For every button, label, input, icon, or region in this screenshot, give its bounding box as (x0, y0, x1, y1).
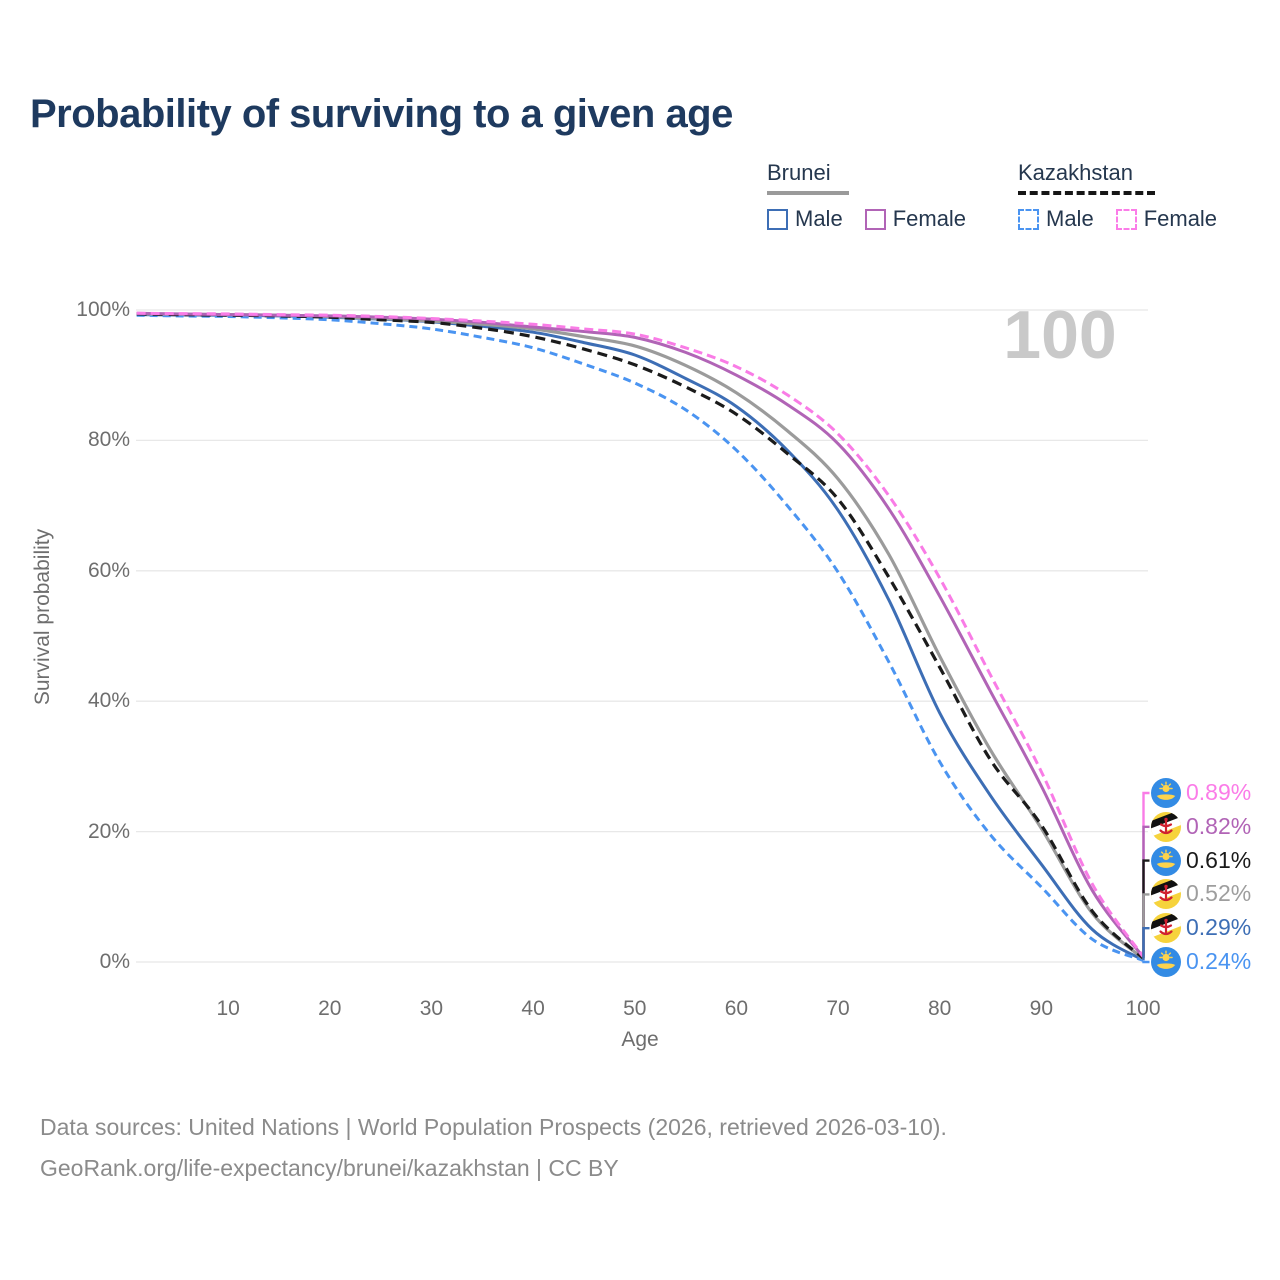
end-value-kz-male[interactable]: 0.24% (1186, 948, 1252, 974)
y-tick-80: 80% (87, 428, 130, 452)
x-axis-title: Age (621, 1028, 659, 1051)
footer-data-sources: Data sources: United Nations | World Pop… (40, 1114, 947, 1140)
legend-swatch-kazakhstan-female (1115, 208, 1137, 230)
end-value-kz-female[interactable]: 0.89% (1186, 779, 1252, 805)
end-label-connector (1142, 791, 1150, 964)
legend-item-brunei-male[interactable]: Male (767, 206, 843, 232)
legend-swatch-brunei-male (767, 208, 788, 230)
legend-underline-brunei-solid (767, 191, 849, 195)
legend-group-brunei: Brunei Male Female (767, 160, 988, 232)
connector-kz-male (1142, 960, 1150, 964)
y-tick-20: 20% (87, 819, 130, 843)
x-tick-100: 100 (1125, 997, 1161, 1020)
end-value-bn-total[interactable]: 0.52% (1186, 880, 1252, 907)
x-tick-80: 80 (928, 997, 952, 1020)
legend-label: Female (892, 206, 967, 231)
legend-item-kazakhstan-female[interactable]: Female (1115, 206, 1218, 232)
line-bn-female[interactable] (136, 311, 1145, 958)
y-tick-100: 100% (76, 298, 130, 321)
gridlines (136, 309, 1148, 963)
line-kz-female[interactable] (136, 311, 1145, 958)
y-tick-0: 0% (99, 950, 130, 973)
legend-swatch-brunei-female (864, 208, 886, 230)
x-tick-40: 40 (521, 997, 545, 1020)
legend-underline-kazakhstan-dashed (1018, 191, 1155, 195)
x-tick-20: 20 (318, 997, 342, 1020)
legend-swatch-kazakhstan-male (1018, 208, 1039, 230)
x-tick-70: 70 (826, 997, 850, 1020)
legend-label: Male (795, 206, 843, 231)
x-tick-30: 30 (419, 997, 444, 1020)
brunei-flag-icon (1151, 812, 1181, 842)
line-bn-total[interactable] (136, 312, 1145, 960)
end-value-kz-total[interactable]: 0.61% (1186, 846, 1252, 873)
page-title: Probability of surviving to a given age (30, 92, 733, 136)
line-bn-male[interactable] (136, 313, 1144, 962)
x-tick-10: 10 (216, 997, 240, 1020)
legend-label: Female (1143, 206, 1218, 231)
kazakhstan-flag-icon (1151, 845, 1181, 876)
footer-attribution-url: GeoRank.org/life-expectancy/brunei/kazak… (40, 1155, 619, 1181)
footer: Data sources: United Nations | World Pop… (40, 1107, 947, 1189)
kazakhstan-flag-icon (1151, 778, 1181, 808)
brunei-flag-icon (1151, 913, 1181, 943)
end-value-bn-male[interactable]: 0.29% (1186, 914, 1252, 941)
legend-item-kazakhstan-male[interactable]: Male (1018, 206, 1094, 232)
x-tick-90: 90 (1029, 997, 1054, 1020)
line-kz-total[interactable] (136, 312, 1145, 960)
watermark-max-age: 100 (1003, 297, 1117, 373)
legend-group-kazakhstan: Kazakhstan Male Female (1018, 160, 1239, 232)
end-value-bn-female[interactable]: 0.82% (1186, 812, 1252, 839)
brunei-flag-icon (1151, 879, 1181, 909)
connector-bn-male (1142, 927, 1150, 961)
kazakhstan-flag-icon (1151, 947, 1181, 977)
line-kz-male[interactable] (136, 313, 1144, 962)
y-tick-60: 60% (87, 558, 130, 582)
x-tick-60: 60 (724, 997, 749, 1020)
x-tick-50: 50 (623, 997, 647, 1020)
y-tick-40: 40% (87, 689, 130, 713)
legend-header-kazakhstan[interactable]: Kazakhstan (1018, 160, 1133, 185)
legend-header-brunei[interactable]: Brunei (767, 160, 831, 185)
legend-label: Male (1046, 206, 1094, 231)
legend-item-brunei-female[interactable]: Female (864, 206, 967, 232)
